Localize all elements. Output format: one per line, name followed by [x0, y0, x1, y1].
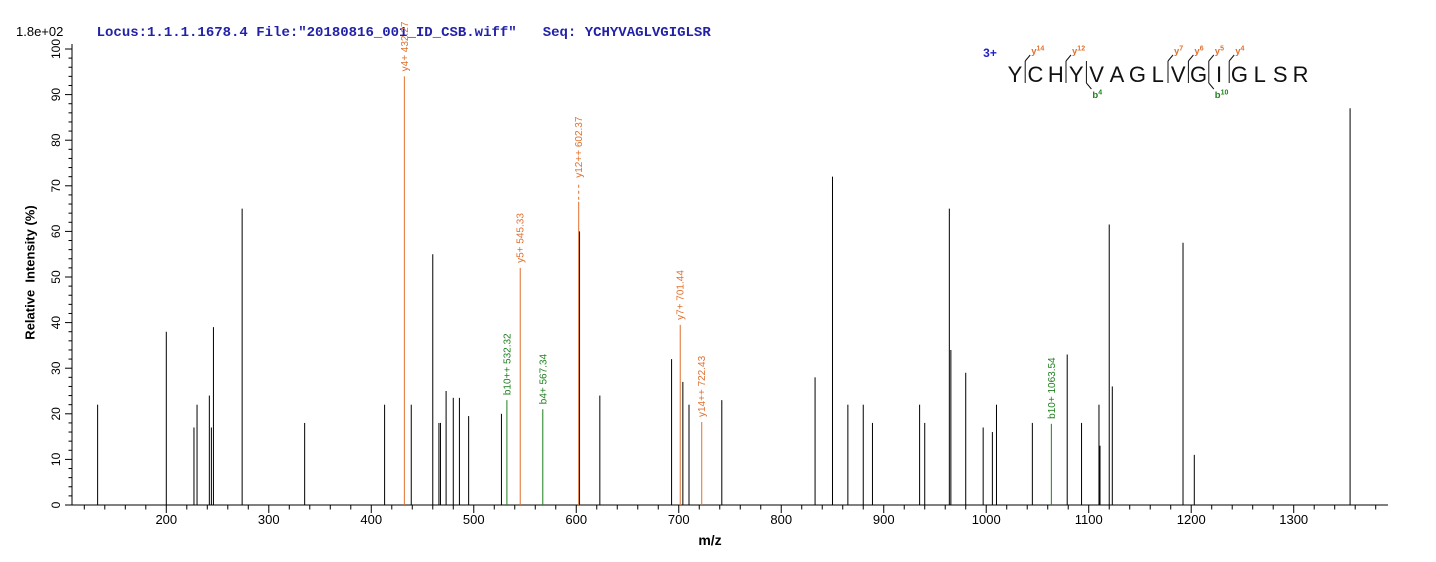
y-tick-label: 100 [49, 39, 63, 59]
y-tick-label: 0 [49, 501, 63, 508]
x-tick-label: 200 [155, 512, 177, 527]
y-ion-slant [1065, 54, 1072, 62]
peak-label: b4+ 567.34 [538, 353, 549, 404]
header: Locus:1.1.1.1678.4 File:"20180816_001_ID… [63, 9, 711, 57]
y-ion-slant [1228, 54, 1235, 62]
y-tick-label: 70 [49, 179, 63, 193]
y-tick-label: 20 [49, 407, 63, 421]
y4-ion-label: y4 [1235, 46, 1244, 58]
b-ion-slant [1086, 82, 1092, 90]
y-tick-label: 40 [49, 316, 63, 330]
b10-ion-label: b10 [1215, 90, 1229, 102]
y5-ion-label: y5 [1215, 46, 1224, 58]
y-tick-label: 10 [49, 452, 63, 466]
x-tick-label: 800 [770, 512, 792, 527]
y-tick-label: 60 [49, 224, 63, 238]
sequence-residue: L [1152, 62, 1164, 87]
sequence-residue: A [1110, 62, 1125, 87]
x-tick-label: 300 [258, 512, 280, 527]
sequence-residue: G [1129, 62, 1146, 87]
sequence-residue: S [1273, 62, 1288, 87]
sequence-residue: V [1171, 62, 1186, 87]
sequence-residue: V [1089, 62, 1104, 87]
x-tick-label: 1100 [1075, 512, 1103, 527]
y12-ion-label: y12 [1072, 46, 1085, 58]
y14-ion-label: y14 [1031, 46, 1044, 58]
peak-label: y14++ 722.43 [697, 355, 708, 417]
x-tick-label: 600 [565, 512, 587, 527]
sequence-residue: Y [1069, 62, 1084, 87]
x-tick-label: 900 [873, 512, 895, 527]
sequence-residue: I [1216, 62, 1222, 87]
peak-label: y4+ 432.27 [400, 21, 411, 71]
b-ion-slant [1208, 82, 1215, 90]
intensity-scale-label: 1.8e+02 [16, 24, 64, 39]
x-tick-label: 1000 [972, 512, 1001, 527]
precursor-charge: 3+ [983, 46, 997, 60]
peak-label: b10++ 532.32 [502, 333, 513, 395]
x-axis-title: m/z [698, 532, 722, 548]
peak-label: y12++ 602.37 [574, 116, 585, 178]
sequence-text: Seq: YCHYVAGLVGIGLSR [542, 25, 711, 41]
y-tick-label: 30 [49, 361, 63, 375]
y-ion-slant [1167, 54, 1174, 62]
x-tick-label: 500 [463, 512, 485, 527]
y-tick-label: 50 [49, 270, 63, 284]
locus-file-text: Locus:1.1.1.1678.4 File:"20180816_001_ID… [96, 25, 517, 41]
x-tick-label: 1200 [1177, 512, 1206, 527]
sequence-residue: G [1231, 62, 1248, 87]
y7-ion-label: y7 [1174, 46, 1183, 58]
sequence-residue: H [1048, 62, 1064, 87]
y-tick-label: 80 [49, 133, 63, 147]
sequence-residue: R [1293, 62, 1309, 87]
peak-label: y7+ 701.44 [676, 270, 687, 320]
sequence-residue: C [1027, 62, 1043, 87]
x-tick-label: 400 [360, 512, 382, 527]
y-ion-slant [1188, 54, 1194, 62]
b4-ion-label: b4 [1092, 90, 1102, 102]
x-tick-label: 700 [668, 512, 690, 527]
peak-label: b10+ 1063.54 [1047, 357, 1058, 419]
y-ion-slant [1208, 54, 1215, 62]
sequence-residue: G [1190, 62, 1207, 87]
y6-ion-label: y6 [1194, 46, 1203, 58]
peak-label: y5+ 545.33 [516, 213, 527, 263]
x-tick-label: 1300 [1279, 512, 1308, 527]
sequence-residue: L [1254, 62, 1266, 87]
y-tick-label: 90 [49, 88, 63, 102]
y-ion-slant [1024, 54, 1031, 62]
sequence-residue: Y [1008, 62, 1023, 87]
